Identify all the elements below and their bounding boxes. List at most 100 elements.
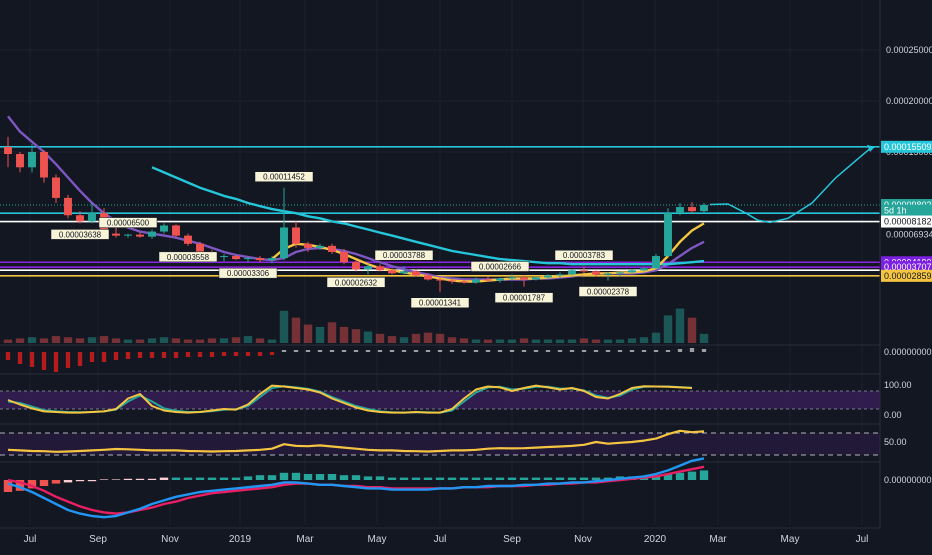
time-axis-label: May (368, 534, 387, 545)
volume-bar (375, 333, 385, 343)
price-axis-tick: 0.00006934 (886, 229, 932, 239)
momentum-bar (317, 350, 323, 352)
volume-bar (267, 339, 277, 343)
time-axis-label: Jul (434, 534, 447, 545)
price-annotation-box (50, 229, 110, 240)
stoch-k-line (7, 384, 693, 414)
time-axis-label: Sep (503, 534, 521, 545)
candle-body (412, 271, 420, 276)
volume-bar (123, 339, 133, 343)
candle-body (640, 268, 648, 271)
candle-body (304, 243, 312, 248)
volume-bar (207, 338, 217, 343)
time-axis-label: 2019 (229, 534, 252, 545)
price-badge-label: 5d 1h (884, 206, 907, 216)
macd-histogram-bar (63, 480, 73, 483)
momentum-bar (461, 350, 467, 352)
volume-bar (615, 339, 625, 343)
volume-bar (687, 317, 697, 343)
momentum-bar (305, 350, 311, 352)
momentum-bar (185, 352, 191, 357)
candle-body (184, 235, 192, 244)
volume-bar (591, 339, 601, 343)
volume-bar (495, 339, 505, 343)
momentum-bar (425, 350, 431, 352)
candle-body (16, 154, 24, 168)
price-axis-tick: 0.00025000 (886, 45, 932, 55)
macd-line (7, 457, 705, 519)
price-annotation-label: 0.00011452 (263, 173, 305, 182)
volume-bar (3, 339, 13, 343)
candle-body (28, 152, 36, 168)
volume-bar (639, 337, 649, 343)
price-annotation-label: 0.00006500 (107, 219, 150, 228)
time-axis-label: Sep (89, 534, 107, 545)
macd-histogram-bar (87, 480, 97, 482)
momentum-bar (293, 350, 299, 352)
momentum-bar (329, 350, 335, 352)
macd-histogram-bar (555, 477, 565, 480)
candle-body (436, 279, 444, 281)
volume-bar (99, 336, 109, 343)
volume-bars (3, 308, 709, 343)
volume-bar (459, 338, 469, 343)
time-axis-label: Nov (574, 534, 592, 545)
momentum-bar (617, 350, 623, 352)
candle-body (604, 273, 612, 275)
volume-bar (399, 337, 409, 343)
momentum-bar (53, 352, 59, 372)
volume-bar (555, 339, 565, 343)
macd-histogram-bar (579, 477, 589, 480)
price-annotation-box (554, 249, 614, 261)
macd-histogram-bar (39, 480, 49, 486)
rsi-line (7, 429, 705, 453)
candle-body (472, 279, 480, 283)
momentum-bar (581, 350, 587, 352)
candle-body (232, 256, 240, 260)
macd-histogram-bar (507, 477, 517, 480)
candle-body (424, 275, 432, 280)
macd-histogram-bar (15, 480, 25, 491)
momentum-bar (257, 352, 263, 356)
macd-histogram-bar (351, 475, 361, 480)
candle-body (496, 278, 504, 281)
candle-body (568, 270, 576, 275)
time-axis-label: Jul (856, 534, 869, 545)
momentum-bar (41, 352, 47, 370)
price-axis-tick: 0.00020000 (886, 96, 932, 106)
macd-histogram-bar (531, 477, 541, 480)
price-badge-label: 0.00008182 (884, 217, 932, 227)
momentum-bar (209, 352, 215, 357)
macd-histogram-bar (243, 476, 253, 480)
price-annotation-label: 0.00003306 (227, 269, 270, 278)
momentum-bar (29, 352, 35, 367)
candle-body (484, 279, 492, 281)
volume-bar (603, 339, 613, 343)
candle-body (148, 231, 156, 237)
candle-body (172, 225, 180, 236)
price-annotation-label: 0.00002666 (479, 262, 522, 271)
momentum-bar (173, 352, 179, 358)
macd-histogram-bar (519, 477, 529, 480)
momentum-bar (641, 350, 647, 352)
candle-body (244, 258, 252, 260)
macd-histogram-bar (471, 477, 481, 480)
price-axis: 0.000250000.000200000.000150000.00006934… (879, 0, 932, 528)
candle-body (508, 277, 516, 279)
volume-bar (63, 337, 73, 343)
candle-body (196, 243, 204, 252)
volume-bar (567, 339, 577, 343)
momentum-bar (557, 350, 563, 352)
stoch-band (0, 391, 880, 409)
volume-bar (303, 324, 313, 343)
price-annotation-label: 0.00003638 (59, 230, 102, 239)
price-annotation-box (494, 292, 554, 303)
macd-histogram-bar (591, 477, 601, 480)
macd-histogram-bar (291, 472, 301, 480)
price-annotation-box (98, 217, 158, 228)
candle-body (340, 251, 348, 263)
macd-histogram-bar (231, 477, 241, 480)
momentum-bar (401, 350, 407, 352)
